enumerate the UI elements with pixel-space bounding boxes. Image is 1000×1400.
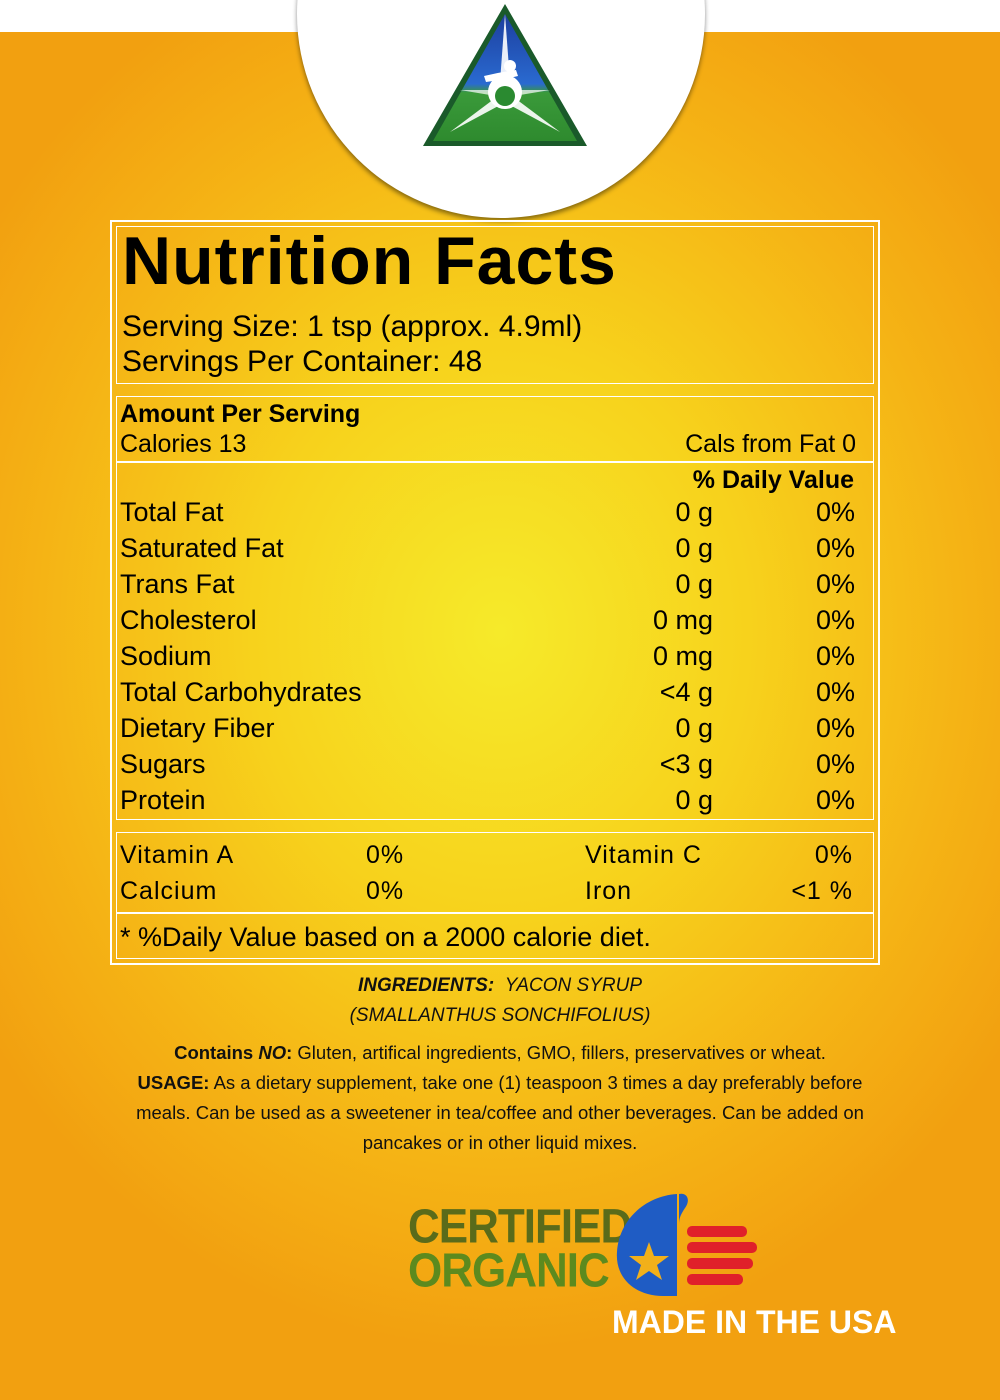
nutrient-name: Protein — [120, 785, 206, 815]
serving-size: Serving Size: 1 tsp (approx. 4.9ml) — [122, 310, 583, 343]
nutrient-name: Trans Fat — [120, 569, 235, 599]
vitamin-a-label: Vitamin A — [120, 841, 235, 869]
nutrient-row: Protein 0 g 0% — [120, 785, 855, 821]
nutrients-panel — [116, 396, 874, 820]
certified-organic-badge: CERTIFIED ORGANIC — [408, 1199, 632, 1298]
nutrient-row: Cholesterol 0 mg 0% — [120, 605, 855, 641]
amount-per-serving: Amount Per Serving — [120, 400, 361, 428]
nutrient-amount: <4 g — [659, 677, 713, 707]
yellow-background — [0, 32, 1000, 1400]
nutrient-name: Cholesterol — [120, 605, 257, 635]
nutrient-amount: 0 g — [675, 569, 713, 599]
divider — [116, 461, 874, 463]
nutrient-row: Sodium 0 mg 0% — [120, 641, 855, 677]
iron-dv: <1 % — [791, 877, 853, 905]
nutrient-name: Sodium — [120, 641, 212, 671]
serving-panel — [116, 226, 874, 384]
nutrient-amount: 0 g — [675, 497, 713, 527]
nutrient-dv: 0% — [815, 749, 855, 779]
organic-text: ORGANIC — [408, 1243, 610, 1298]
nutrient-name: Total Carbohydrates — [120, 677, 362, 707]
nutrient-dv: 0% — [815, 533, 855, 563]
nutrient-amount: 0 g — [675, 713, 713, 743]
vitamin-a-dv: 0% — [366, 841, 405, 869]
daily-value-footnote: * %Daily Value based on a 2000 calorie d… — [120, 922, 651, 952]
contains-colon: : — [286, 1042, 293, 1063]
vitamin-c-label: Vitamin C — [585, 841, 702, 869]
nutrient-dv: 0% — [815, 605, 855, 635]
brand-logo-icon — [423, 4, 587, 146]
contains-no: NO — [258, 1042, 287, 1063]
nutrient-dv: 0% — [815, 713, 855, 743]
nutrient-row: Total Fat 0 g 0% — [120, 497, 855, 533]
nutrient-name: Dietary Fiber — [120, 713, 275, 743]
ingredients-name: YACON SYRUP — [504, 975, 642, 996]
nutrient-amount: 0 mg — [652, 605, 713, 635]
ingredients-line-1: INGREDIENTS: YACON SYRUP — [0, 975, 1000, 997]
calcium-label: Calcium — [120, 877, 218, 905]
nutrient-amount: <3 g — [659, 749, 713, 779]
nutrient-name: Total Fat — [120, 497, 224, 527]
usage-label: USAGE: — [137, 1072, 210, 1093]
nutrient-row: Saturated Fat 0 g 0% — [120, 533, 855, 569]
nutrient-amount: 0 g — [675, 533, 713, 563]
nutrient-dv: 0% — [815, 569, 855, 599]
vitamins-panel — [116, 832, 874, 959]
calories: Calories 13 — [120, 430, 247, 458]
divider — [116, 912, 874, 914]
nutrition-title: Nutrition Facts — [122, 223, 617, 299]
contains-label: Contains NO: — [174, 1042, 292, 1063]
servings-per-container: Servings Per Container: 48 — [122, 345, 483, 378]
contains-text: Gluten, artifical ingredients, GMO, fill… — [292, 1042, 826, 1063]
nutrient-amount: 0 g — [675, 785, 713, 815]
flag-hand-star-icon — [616, 1193, 757, 1296]
contains-prefix: Contains — [174, 1042, 259, 1063]
description-paragraph: Contains NO: Gluten, artifical ingredien… — [120, 1038, 880, 1158]
nutrient-dv: 0% — [815, 497, 855, 527]
nutrient-name: Sugars — [120, 749, 206, 779]
certified-text: CERTIFIED — [408, 1199, 632, 1254]
nutrient-name: Saturated Fat — [120, 533, 284, 563]
nutrition-facts-box — [110, 220, 880, 965]
nutrient-row: Trans Fat 0 g 0% — [120, 569, 855, 605]
nutrient-amount: 0 mg — [652, 641, 713, 671]
calories-from-fat: Cals from Fat 0 — [685, 430, 856, 458]
nutrient-dv: 0% — [815, 641, 855, 671]
iron-label: Iron — [585, 877, 633, 905]
nutrient-row: Dietary Fiber 0 g 0% — [120, 713, 855, 749]
nutrient-dv: 0% — [815, 785, 855, 815]
made-in-usa-text: MADE IN THE USA — [612, 1304, 897, 1340]
nutrient-row: Sugars <3 g 0% — [120, 749, 855, 785]
ingredients-line-2: (SMALLANTHUS SONCHIFOLIUS) — [349, 1005, 651, 1026]
ingredients-heading: INGREDIENTS: — [357, 975, 495, 996]
calcium-dv: 0% — [366, 877, 405, 905]
usage-text: As a dietary supplement, take one (1) te… — [136, 1072, 864, 1153]
nutrient-row: Total Carbohydrates <4 g 0% — [120, 677, 855, 713]
nutrient-dv: 0% — [815, 677, 855, 707]
daily-value-header: % Daily Value — [692, 466, 854, 494]
vitamin-c-dv: 0% — [814, 841, 853, 869]
